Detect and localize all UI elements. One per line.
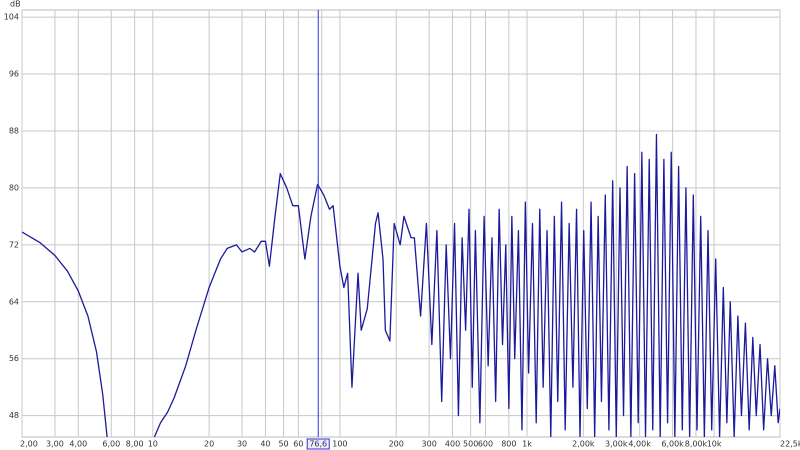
x-tick-label: 3,00k bbox=[605, 440, 628, 449]
cursor-label-box bbox=[306, 438, 330, 450]
x-tick-label: 8,00 bbox=[126, 440, 144, 449]
response-line bbox=[22, 133, 780, 437]
y-tick-label: 64 bbox=[9, 297, 19, 306]
x-tick-label: 30 bbox=[237, 440, 247, 449]
x-tick-label: 2,00k bbox=[572, 440, 595, 449]
y-tick-label: 56 bbox=[9, 354, 19, 363]
y-tick-label: 48 bbox=[9, 411, 19, 420]
y-tick-label: 104 bbox=[4, 13, 19, 22]
x-tick-label: 200 bbox=[389, 440, 404, 449]
x-tick-label: 500 bbox=[463, 440, 478, 449]
x-tick-label: 3,00 bbox=[46, 440, 64, 449]
x-tick-label: 400 bbox=[445, 440, 460, 449]
x-tick-label: 40 bbox=[260, 440, 270, 449]
x-tick-label: 20 bbox=[204, 440, 214, 449]
x-tick-label: 50 bbox=[278, 440, 288, 449]
x-tick-label: 10k bbox=[707, 440, 722, 449]
y-tick-label: 96 bbox=[9, 70, 19, 79]
x-tick-label: 6,00k bbox=[661, 440, 684, 449]
x-tick-label: 4,00 bbox=[69, 440, 87, 449]
y-tick-label: 80 bbox=[9, 183, 19, 192]
x-tick-label: 300 bbox=[422, 440, 437, 449]
plot-layer bbox=[22, 133, 780, 437]
y-tick-label: 72 bbox=[9, 240, 19, 249]
x-tick-label: 6,00 bbox=[102, 440, 120, 449]
y-tick-label: 88 bbox=[9, 126, 19, 135]
x-tick-label: 800 bbox=[501, 440, 516, 449]
x-tick-label: 60 bbox=[293, 440, 303, 449]
x-tick-label: 2,00 bbox=[20, 440, 38, 449]
y-axis-label: dB bbox=[10, 0, 21, 9]
x-tick-label: 10 bbox=[148, 440, 158, 449]
x-tick-label: 600 bbox=[478, 440, 493, 449]
x-tick-label: 100 bbox=[332, 440, 347, 449]
x-tick-label: 1k bbox=[522, 440, 532, 449]
x-tick-label: 22,5kHz bbox=[780, 440, 800, 449]
x-tick-label: 4,00k bbox=[628, 440, 651, 449]
x-tick-label: 8,00k bbox=[685, 440, 708, 449]
cursor-label: 76,6 bbox=[309, 440, 327, 449]
